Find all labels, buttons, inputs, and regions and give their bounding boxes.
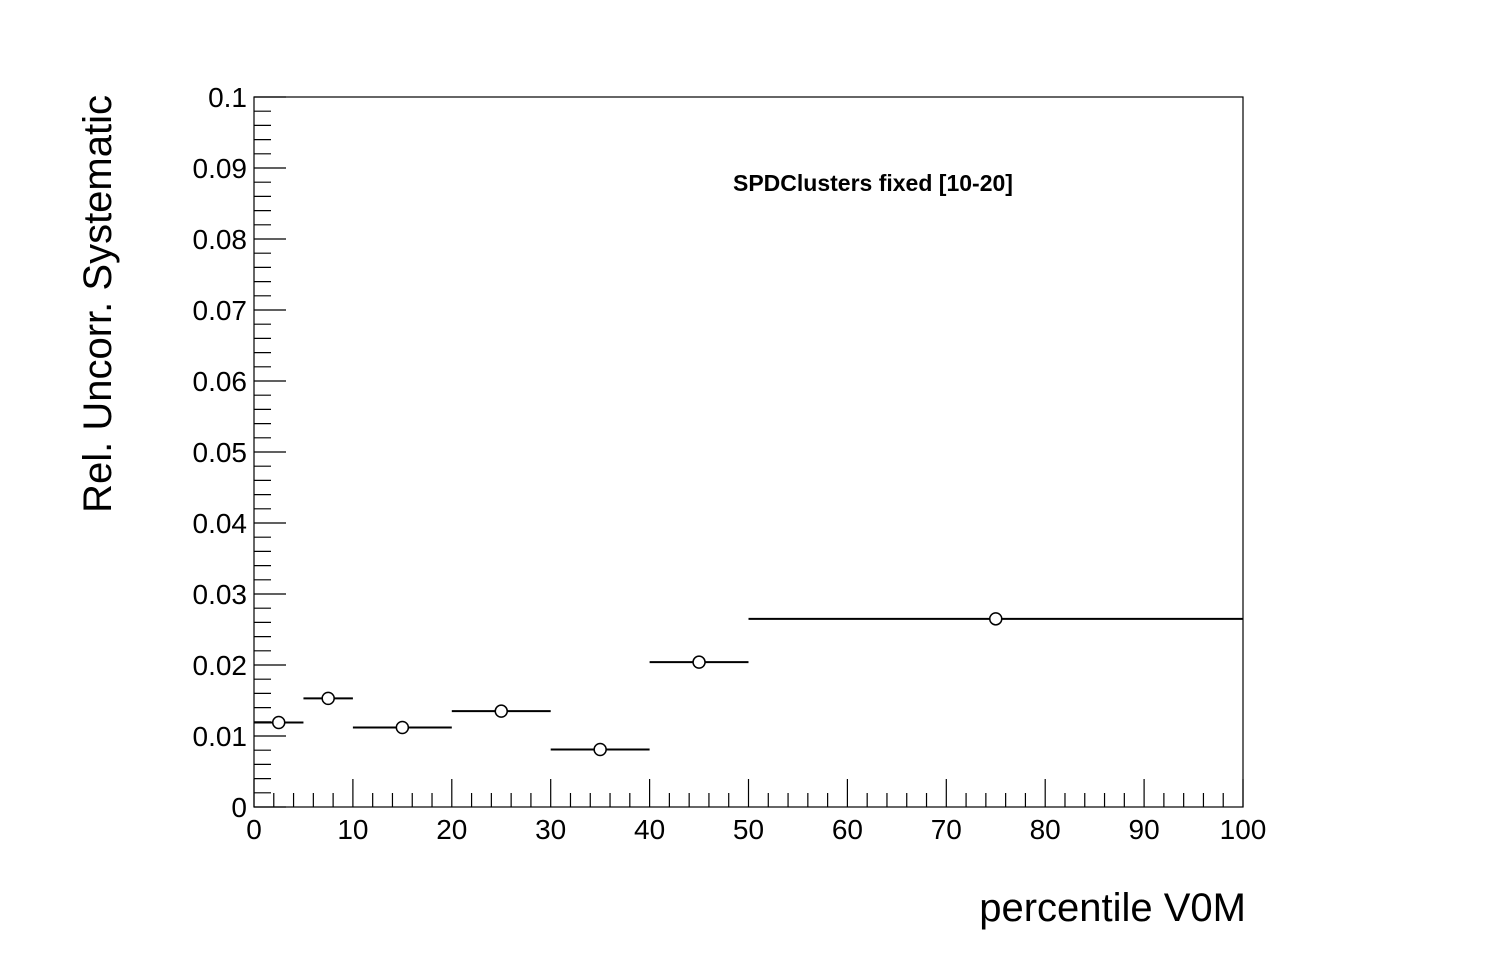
data-points xyxy=(254,612,1243,757)
x-tick-label: 100 xyxy=(1220,814,1267,845)
x-tick-label: 20 xyxy=(436,814,467,845)
chart-annotation: SPDClusters fixed [10-20] xyxy=(733,170,1013,196)
data-point-marker xyxy=(494,704,508,718)
y-tick-label: 0.07 xyxy=(193,295,248,326)
x-tick-label: 70 xyxy=(931,814,962,845)
y-tick-labels: 0 0.01 0.02 0.03 0.04 0.05 0.06 0.07 0.08 0.09 0.1 xyxy=(193,82,248,823)
x-tick-label: 50 xyxy=(733,814,764,845)
x-tick-label: 0 xyxy=(246,814,262,845)
x-tick-label: 60 xyxy=(832,814,863,845)
data-point-marker xyxy=(395,720,410,735)
x-tick-label: 40 xyxy=(634,814,665,845)
y-tick-label: 0.01 xyxy=(193,721,248,752)
y-tick-label: 0.08 xyxy=(193,224,248,255)
x-tick-label: 30 xyxy=(535,814,566,845)
axis-ticks xyxy=(253,96,1244,808)
data-point-marker xyxy=(692,655,706,669)
x-axis-title: percentile V0M xyxy=(979,886,1246,930)
data-point-marker xyxy=(271,715,286,730)
x-tick-label: 80 xyxy=(1030,814,1061,845)
data-point-marker xyxy=(989,612,1003,626)
plot-frame xyxy=(253,96,1244,808)
x-tick-label: 90 xyxy=(1129,814,1160,845)
y-tick-label: 0.09 xyxy=(193,153,248,184)
x-tick-label: 10 xyxy=(337,814,368,845)
data-point-marker xyxy=(593,742,607,757)
y-tick-label: 0.03 xyxy=(193,579,248,610)
y-tick-label: 0.06 xyxy=(193,366,248,397)
y-tick-label: 0.04 xyxy=(193,508,248,539)
x-tick-labels: 0 10 20 30 40 50 60 70 80 90 100 xyxy=(246,814,1266,845)
y-tick-label: 0.05 xyxy=(193,437,248,468)
y-tick-label: 0 xyxy=(231,792,247,823)
y-axis-title: Rel. Uncorr. Systematic xyxy=(76,95,120,513)
y-tick-label: 0.02 xyxy=(193,650,248,681)
y-tick-label: 0.1 xyxy=(208,82,247,113)
data-point-marker xyxy=(321,691,335,706)
